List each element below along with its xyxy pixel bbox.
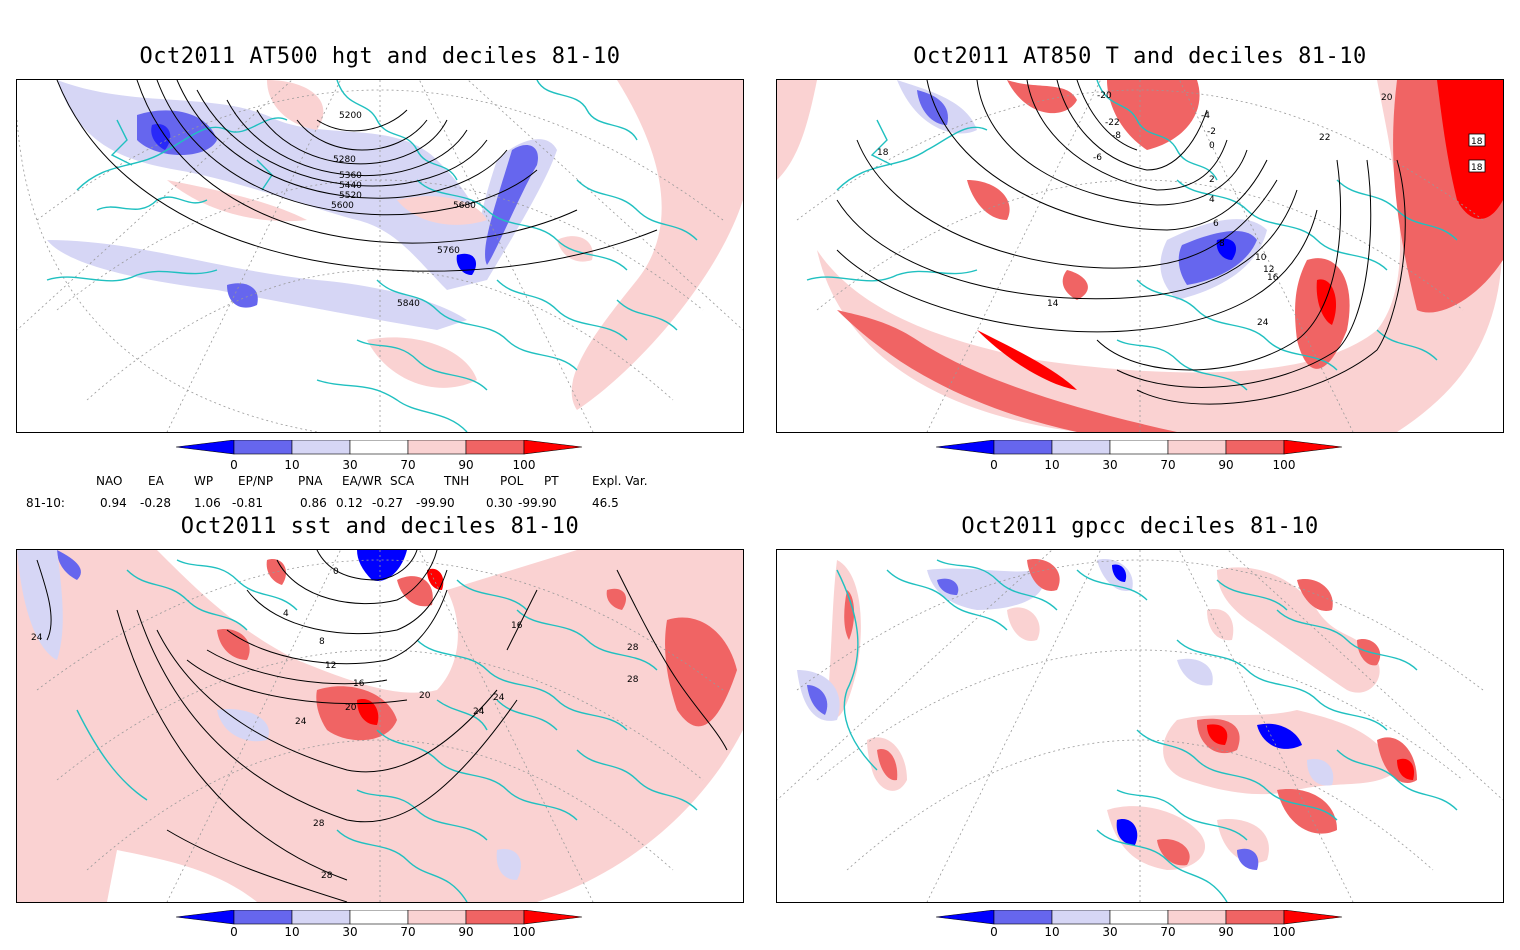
- svg-text:-6: -6: [1093, 153, 1102, 163]
- svg-text:5360: 5360: [339, 171, 362, 181]
- svg-text:28: 28: [321, 871, 333, 881]
- contour-labels-at850: -20 -22 -8 -6 -4 -2 0 2 4 6 8 10 12 14 1…: [877, 91, 1483, 328]
- svg-text:5760: 5760: [437, 246, 460, 256]
- svg-text:20: 20: [419, 691, 431, 701]
- panel-title-at850: Oct2011 AT850 T and deciles 81-10: [913, 44, 1367, 69]
- svg-text:-4: -4: [1201, 111, 1210, 121]
- svg-text:28: 28: [627, 675, 639, 685]
- svg-text:5200: 5200: [339, 111, 362, 121]
- svg-text:24: 24: [295, 717, 307, 727]
- svg-text:16: 16: [1267, 273, 1279, 283]
- svg-text:20: 20: [345, 703, 357, 713]
- svg-text:5280: 5280: [333, 155, 356, 165]
- svg-text:0: 0: [333, 567, 339, 577]
- svg-text:24: 24: [473, 707, 485, 717]
- svg-text:24: 24: [1257, 318, 1269, 328]
- svg-text:10: 10: [1255, 253, 1267, 263]
- contour-labels-sst: 0 4 8 12 16 20 24 28 28 28 28 24 24 24 2…: [31, 567, 639, 881]
- svg-text:4: 4: [283, 609, 289, 619]
- svg-text:-22: -22: [1105, 118, 1120, 128]
- colorbar-top-right: 0 10 30 70 90 100: [936, 440, 1356, 480]
- svg-text:-8: -8: [1112, 131, 1121, 141]
- map-panel-at850: -20 -22 -8 -6 -4 -2 0 2 4 6 8 10 12 14 1…: [776, 79, 1504, 433]
- svg-text:18: 18: [1471, 163, 1483, 173]
- svg-text:12: 12: [1263, 265, 1274, 275]
- svg-text:28: 28: [313, 819, 325, 829]
- map-at500: 5200 5280 5360 5440 5520 5600 5680 5760 …: [17, 80, 743, 432]
- svg-text:8: 8: [1219, 239, 1225, 249]
- colorbar-top-left: 0 10 30 70 90 100: [176, 440, 596, 480]
- svg-text:8: 8: [319, 637, 325, 647]
- svg-text:18: 18: [1471, 137, 1483, 147]
- svg-text:5440: 5440: [339, 181, 362, 191]
- svg-text:-20: -20: [1097, 91, 1112, 101]
- svg-text:6: 6: [1213, 219, 1219, 229]
- svg-text:24: 24: [493, 693, 505, 703]
- map-gpcc: [777, 550, 1503, 902]
- map-at850: -20 -22 -8 -6 -4 -2 0 2 4 6 8 10 12 14 1…: [777, 80, 1503, 432]
- svg-text:12: 12: [325, 661, 336, 671]
- svg-text:0: 0: [1209, 141, 1215, 151]
- svg-text:16: 16: [511, 621, 523, 631]
- map-sst: 0 4 8 12 16 20 24 28 28 28 28 24 24 24 2…: [17, 550, 743, 902]
- panel-title-gpcc: Oct2011 gpcc deciles 81-10: [961, 514, 1319, 539]
- map-panel-gpcc: [776, 549, 1504, 903]
- panel-title-sst: Oct2011 sst and deciles 81-10: [180, 514, 580, 539]
- svg-text:5600: 5600: [331, 201, 354, 211]
- svg-text:2: 2: [1209, 175, 1215, 185]
- colorbar-bottom-right: 0 10 30 70 90 100: [936, 910, 1356, 950]
- svg-text:24: 24: [31, 633, 43, 643]
- svg-text:20: 20: [1381, 93, 1393, 103]
- svg-text:22: 22: [1319, 133, 1330, 143]
- map-panel-at500: 5200 5280 5360 5440 5520 5600 5680 5760 …: [16, 79, 744, 433]
- panel-title-at500: Oct2011 AT500 hgt and deciles 81-10: [139, 44, 621, 69]
- svg-text:16: 16: [353, 679, 365, 689]
- svg-text:18: 18: [877, 148, 889, 158]
- svg-text:14: 14: [1047, 299, 1059, 309]
- svg-text:28: 28: [627, 643, 639, 653]
- svg-text:5680: 5680: [453, 201, 476, 211]
- contour-labels-at500: 5200 5280 5360 5440 5520 5600 5680 5760 …: [331, 111, 476, 309]
- svg-text:5840: 5840: [397, 299, 420, 309]
- svg-text:-2: -2: [1207, 127, 1216, 137]
- map-panel-sst: 0 4 8 12 16 20 24 28 28 28 28 24 24 24 2…: [16, 549, 744, 903]
- colorbar-bottom-left: 0 10 30 70 90 100: [176, 910, 596, 950]
- svg-text:5520: 5520: [339, 191, 362, 201]
- svg-text:4: 4: [1209, 195, 1215, 205]
